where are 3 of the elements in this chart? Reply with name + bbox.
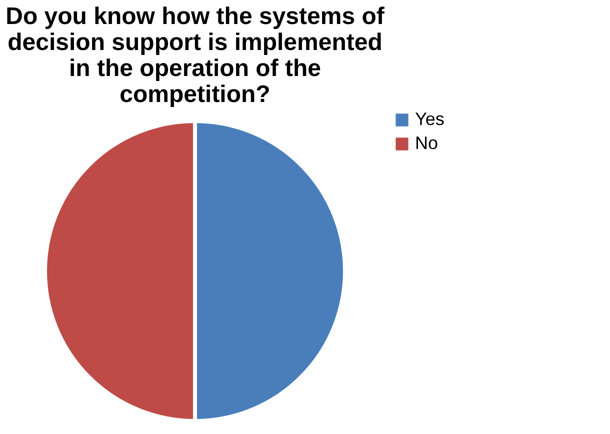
chart-title: Do you know how the systems of decision support is implemented in the operation of the competition?	[6, 3, 386, 108]
legend-label: No	[415, 133, 438, 153]
legend-label: Yes	[415, 109, 444, 129]
